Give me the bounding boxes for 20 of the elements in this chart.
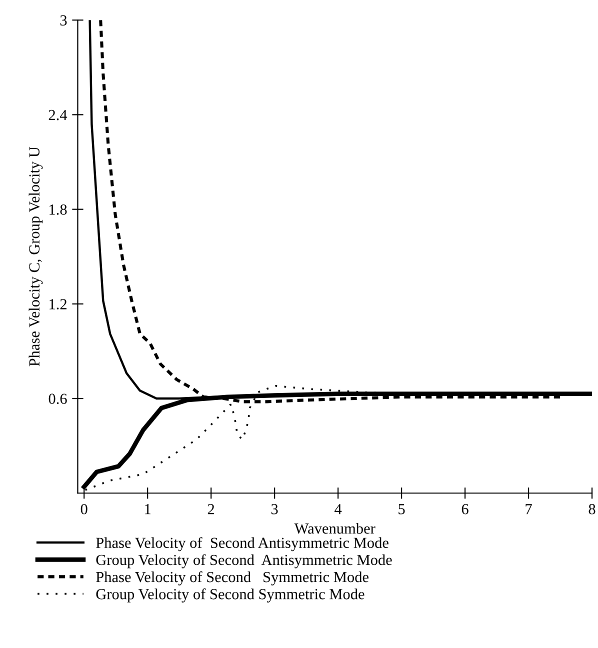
legend-label: Phase Velocity of Second Symmetric Mode xyxy=(96,571,368,586)
x-tick-label: 2 xyxy=(208,504,214,514)
y-tick-label: 1.8 xyxy=(50,204,67,215)
legend-label: Group Velocity of Second Symmetric Mode xyxy=(96,588,364,602)
x-tick-label: 1 xyxy=(145,504,150,514)
x-axis-title: Wavenumber xyxy=(294,522,376,534)
y-tick-label: 2.4 xyxy=(48,110,68,120)
x-tick-label: 3 xyxy=(271,504,278,514)
legend-label: Group Velocity of Second Antisymmetric Mode xyxy=(96,554,392,568)
y-tick-label: 0.6 xyxy=(48,394,67,404)
x-tick-label: 8 xyxy=(588,504,596,514)
x-tick-label: 5 xyxy=(398,504,405,514)
y-tick-label: 3 xyxy=(60,15,67,26)
y-tick-label: 1.2 xyxy=(50,299,66,310)
x-tick-label: 0 xyxy=(80,504,88,514)
x-tick-label: 4 xyxy=(334,504,342,514)
x-tick-label: 7 xyxy=(526,504,532,514)
x-tick-label: 6 xyxy=(462,504,468,514)
y-axis-title: Phase Velocity C, Group Velocity U xyxy=(28,146,43,366)
legend-label: Phase Velocity of Second Antisymmetric Mode xyxy=(96,537,388,552)
